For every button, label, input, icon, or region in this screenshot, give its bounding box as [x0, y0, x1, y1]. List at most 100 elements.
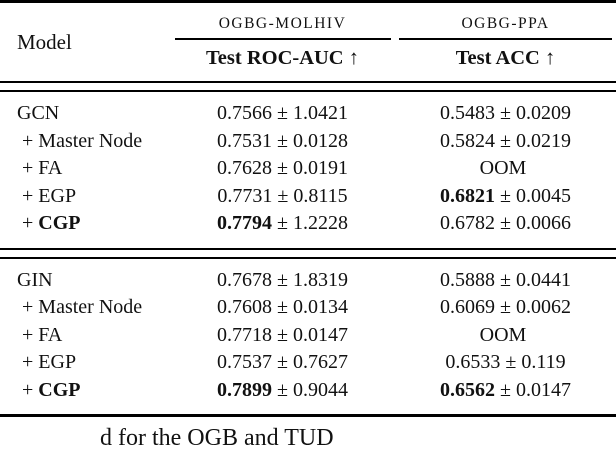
- std-value: ± 1.0421: [277, 102, 348, 124]
- std-value: ± 0.7627: [277, 351, 348, 373]
- mean-value: 0.6782: [440, 212, 495, 234]
- table-row: + Master Node 0.7608 ± 0.0134 0.6069 ± 0.0…: [0, 294, 616, 322]
- molhiv-value-cell: 0.7566 ± 1.0421: [170, 100, 395, 128]
- model-name: FA: [38, 323, 63, 346]
- model-prefix: +: [17, 351, 39, 373]
- std-value: ± 1.8319: [277, 268, 348, 291]
- column-header-model: Model: [17, 29, 72, 54]
- table-row: GIN 0.7678 ± 1.8319 0.5888 ± 0.0441: [0, 267, 616, 295]
- metric-name-acc: Test ACC ↑: [455, 47, 556, 69]
- molhiv-value-cell: 0.7718 ± 0.0147: [170, 322, 395, 350]
- model-prefix: +: [17, 129, 39, 152]
- mean-value: 0.6821: [440, 184, 495, 207]
- table-top-rule: [0, 0, 616, 3]
- model-name: Master Node: [38, 296, 143, 318]
- table-header: Model OGBG-MOLHIV Test ROC-AUC ↑ OGBG-PP…: [0, 3, 616, 81]
- model-cell: + CGP: [0, 377, 170, 405]
- dataset-name-ppa: OGBG-PPA: [461, 15, 550, 32]
- molhiv-value-cell: 0.7531 ± 0.0128: [170, 128, 395, 156]
- mean-value: 0.6069: [440, 296, 495, 318]
- mean-value: 0.7531: [217, 129, 272, 152]
- table-row: + FA 0.7718 ± 0.0147 OOM: [0, 322, 616, 350]
- ppa-value-cell: 0.6782 ± 0.0066: [395, 210, 616, 238]
- table-row: + FA 0.7628 ± 0.0191 OOM: [0, 155, 616, 183]
- model-cell: + EGP: [0, 349, 170, 377]
- molhiv-value-cell: 0.7899 ± 0.9044: [170, 377, 395, 405]
- header-double-rule: [0, 81, 616, 92]
- model-prefix: +: [17, 323, 39, 346]
- column-group-ppa: OGBG-PPA Test ACC ↑: [395, 13, 616, 71]
- model-cell: + EGP: [0, 183, 170, 211]
- dataset-name-molhiv: OGBG-MOLHIV: [218, 15, 347, 32]
- model-cell: + Master Node: [0, 294, 170, 322]
- model-name: EGP: [38, 351, 77, 373]
- ppa-value-cell: 0.5483 ± 0.0209: [395, 100, 616, 128]
- model-name: GIN: [17, 268, 53, 291]
- table-row: + CGP 0.7899 ± 0.9044 0.6562 ± 0.0147: [0, 377, 616, 405]
- mean-value: 0.7628: [217, 157, 272, 179]
- mean-value: 0.7718: [217, 323, 272, 346]
- mean-value: OOM: [479, 157, 527, 179]
- mean-value: 0.7731: [217, 184, 273, 207]
- mean-value: 0.7608: [217, 296, 272, 318]
- column-group-molhiv: OGBG-MOLHIV Test ROC-AUC ↑: [170, 13, 395, 71]
- ppa-value-cell: 0.6533 ± 0.119: [395, 349, 616, 377]
- mean-value: 0.5824: [440, 129, 495, 152]
- model-cell: GIN: [0, 267, 170, 295]
- model-cell: + FA: [0, 322, 170, 350]
- std-value: ± 0.0147: [500, 378, 571, 401]
- model-cell: + FA: [0, 155, 170, 183]
- ppa-value-cell: 0.6821 ± 0.0045: [395, 183, 616, 211]
- std-value: ± 0.0128: [277, 129, 348, 152]
- ppa-value-cell: 0.5888 ± 0.0441: [395, 267, 616, 295]
- std-value: ± 0.0066: [500, 212, 571, 234]
- table-row: + Master Node 0.7531 ± 0.0128 0.5824 ± 0.0…: [0, 128, 616, 156]
- model-cell: + CGP: [0, 210, 170, 238]
- molhiv-value-cell: 0.7731 ± 0.8115: [170, 183, 395, 211]
- table-row: GCN 0.7566 ± 1.0421 0.5483 ± 0.0209: [0, 100, 616, 128]
- model-name: CGP: [38, 212, 81, 234]
- gin-block: GIN 0.7678 ± 1.8319 0.5888 ± 0.0441 + Mast…: [0, 259, 616, 415]
- std-value: ± 0.0209: [500, 102, 571, 124]
- molhiv-value-cell: 0.7608 ± 0.0134: [170, 294, 395, 322]
- std-value: ± 0.0134: [277, 296, 348, 318]
- mean-value: 0.7678: [217, 268, 272, 291]
- model-prefix: +: [17, 157, 39, 179]
- cmidrule-molhiv: [174, 38, 391, 40]
- ppa-value-cell: OOM: [395, 155, 616, 183]
- mean-value: 0.7794: [217, 212, 272, 234]
- molhiv-value-cell: 0.7537 ± 0.7627: [170, 349, 395, 377]
- molhiv-value-cell: 0.7794 ± 1.2228: [170, 210, 395, 238]
- std-value: ± 0.0062: [500, 296, 571, 318]
- block-separator-double-rule: [0, 247, 616, 259]
- ppa-value-cell: 0.6562 ± 0.0147: [395, 377, 616, 405]
- table-row: + EGP 0.7537 ± 0.7627 0.6533 ± 0.119: [0, 349, 616, 377]
- mean-value: 0.7566: [217, 102, 272, 124]
- std-value: ± 0.8115: [277, 184, 348, 207]
- ppa-value-cell: OOM: [395, 322, 616, 350]
- std-value: ± 1.2228: [277, 212, 348, 234]
- mean-value: 0.6533: [445, 351, 501, 373]
- caption-text-clipped: d for the OGB and TUD: [100, 425, 334, 451]
- std-value: ± 0.0441: [500, 268, 571, 291]
- model-name: Master Node: [38, 129, 143, 152]
- model-prefix: +: [17, 378, 39, 401]
- model-name: GCN: [17, 102, 60, 124]
- table-row: + EGP 0.7731 ± 0.8115 0.6821 ± 0.0045: [0, 183, 616, 211]
- model-cell: GCN: [0, 100, 170, 128]
- std-value: ± 0.0191: [277, 157, 348, 179]
- std-value: ± 0.119: [505, 351, 566, 373]
- molhiv-value-cell: 0.7678 ± 1.8319: [170, 267, 395, 295]
- model-prefix: +: [17, 212, 39, 234]
- std-value: ± 0.0219: [500, 129, 571, 152]
- model-prefix: +: [17, 296, 39, 318]
- ppa-value-cell: 0.6069 ± 0.0062: [395, 294, 616, 322]
- std-value: ± 0.0045: [500, 184, 571, 207]
- std-value: ± 0.9044: [277, 378, 348, 401]
- model-cell: + Master Node: [0, 128, 170, 156]
- ppa-value-cell: 0.5824 ± 0.0219: [395, 128, 616, 156]
- mean-value: 0.6562: [440, 378, 495, 401]
- model-name: EGP: [38, 184, 77, 207]
- metric-name-rocauc: Test ROC-AUC ↑: [206, 47, 359, 69]
- table-bottom-rule: [0, 414, 616, 417]
